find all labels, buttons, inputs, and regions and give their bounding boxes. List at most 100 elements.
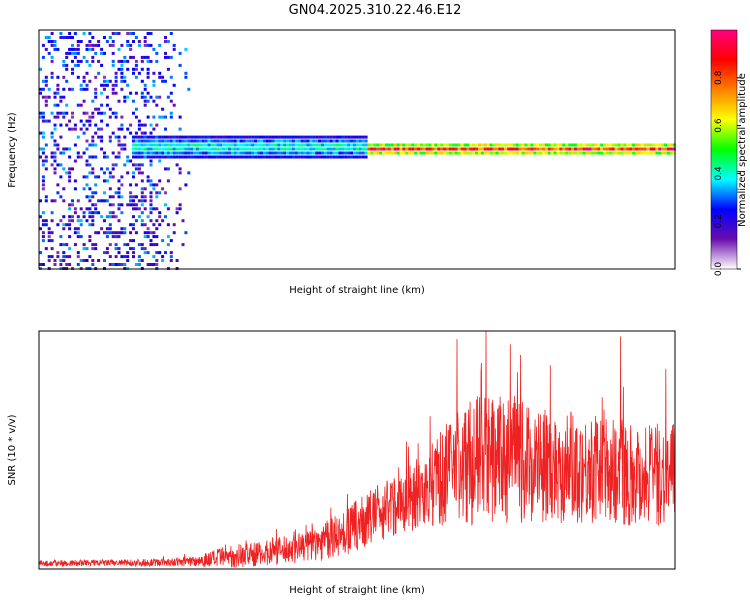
spectrogram-cell — [309, 155, 313, 159]
spectrogram-cell — [82, 187, 86, 191]
spectrogram-cell — [62, 255, 66, 259]
spectrogram-cell — [425, 151, 429, 155]
spectrogram-cell — [361, 151, 365, 155]
spectrogram-cell — [59, 135, 63, 139]
spectrogram-cell — [123, 79, 127, 83]
spectrogram-cell — [111, 83, 115, 87]
spectrogram-cell — [527, 147, 531, 151]
spectrogram-cell — [155, 195, 159, 199]
spectrogram-cell — [268, 155, 272, 159]
spectrogram-cell — [373, 143, 377, 147]
spectrogram-cell — [184, 147, 188, 151]
spectrogram-cell — [88, 215, 92, 219]
spectrogram-cell — [614, 147, 618, 151]
spectrogram-cell — [53, 115, 57, 119]
spectrogram-cell — [367, 147, 371, 151]
spectrogram-cell — [184, 231, 188, 235]
spectrogram-cell — [228, 151, 231, 155]
colorbar-tick-label: 0.0 — [714, 262, 724, 277]
spectrogram-cell — [132, 247, 135, 251]
spectrogram-cell — [111, 195, 115, 199]
spectrogram-cell — [367, 143, 371, 147]
spectrogram-cell — [149, 219, 153, 223]
spectrogram-cell — [649, 143, 653, 147]
spectrogram-cell — [175, 163, 179, 167]
spectrogram-cell — [103, 75, 106, 79]
spectrogram-cell — [364, 139, 368, 143]
spectrogram-cell — [126, 43, 130, 47]
spectrogram-cell — [655, 147, 659, 151]
spectrogram-cell — [71, 43, 74, 47]
spectrogram-cell — [132, 175, 135, 179]
spectrogram-cell — [62, 147, 66, 151]
spectrogram-cell — [65, 111, 69, 115]
spectrogram-cell — [550, 147, 554, 151]
spectrogram-cell — [91, 219, 95, 223]
spectrogram-cell — [222, 143, 226, 147]
spectrogram-cell — [97, 59, 101, 63]
spectrogram-cell — [507, 143, 511, 147]
spectrogram-cell — [44, 167, 48, 171]
spectrogram-cell — [571, 147, 575, 151]
spectrogram-cell — [207, 143, 211, 147]
spectrogram-cell — [111, 263, 115, 266]
spectrogram-cell — [103, 151, 106, 155]
spectrogram-cell — [65, 36, 69, 39]
spectrogram-cell — [175, 135, 179, 139]
spectrogram-cell — [129, 32, 133, 35]
spectrogram-cell — [161, 239, 165, 243]
spectrogram-cell — [134, 75, 138, 79]
spectrogram-cell — [50, 32, 54, 35]
spectrogram-cell — [62, 59, 66, 63]
spectrogram-cell — [190, 143, 194, 147]
spectrogram-cell — [387, 151, 391, 155]
spectrogram-cell — [169, 259, 173, 262]
spectrogram-cell — [658, 151, 662, 155]
spectrogram-cell — [68, 36, 72, 39]
spectrogram-cell — [53, 123, 57, 127]
spectrogram-cell — [111, 231, 115, 235]
spectrogram-cell — [158, 215, 162, 219]
spectrogram-cell — [88, 143, 92, 147]
spectrogram-cell — [318, 147, 322, 151]
spectrogram-cell — [539, 151, 543, 155]
spectrogram-cell — [556, 143, 560, 147]
spectrogram-cell — [466, 147, 470, 151]
spectrogram-cell — [143, 231, 147, 235]
spectrogram-cell — [175, 259, 179, 262]
spectrogram-cell — [376, 143, 380, 147]
spectrogram-cell — [158, 115, 162, 119]
spectrogram-cell — [50, 55, 54, 59]
spectrogram-cell — [76, 263, 80, 266]
spectrogram-cell — [428, 151, 432, 155]
spectrogram-cell — [463, 143, 467, 147]
spectrogram-cell — [97, 135, 101, 139]
spectrogram-cell — [41, 263, 45, 266]
spectrogram-cell — [291, 155, 295, 159]
spectrogram-cell — [161, 115, 165, 119]
spectrogram-cell — [85, 247, 89, 251]
spectrogram-cell — [149, 243, 153, 247]
spectrogram-cell — [134, 195, 138, 199]
spectrogram-cell — [242, 155, 246, 159]
spectrogram-cell — [88, 40, 92, 43]
spectrogram-cell — [85, 259, 89, 262]
spectrogram-cell — [143, 103, 147, 107]
spectrogram-cell — [88, 207, 92, 211]
spectrogram-cell — [105, 123, 109, 127]
spectrogram-cell — [245, 151, 249, 155]
spectrogram-cell — [323, 147, 327, 151]
spectrogram-cells — [39, 32, 676, 270]
spectrogram-cell — [178, 139, 182, 143]
spectrogram-cell — [306, 151, 310, 155]
spectrogram-cell — [82, 75, 86, 79]
colorbar-ticks: 0.00.20.40.60.8 — [714, 70, 741, 276]
spectrogram-cell — [100, 139, 104, 143]
spectrogram-cell — [59, 95, 63, 99]
spectrogram-cell — [196, 155, 199, 159]
spectrogram-cell — [315, 155, 319, 159]
spectrogram-cell — [219, 139, 223, 143]
spectrogram-cell — [123, 147, 127, 151]
spectrogram-cell — [518, 151, 522, 155]
spectrogram-cell — [41, 87, 45, 91]
